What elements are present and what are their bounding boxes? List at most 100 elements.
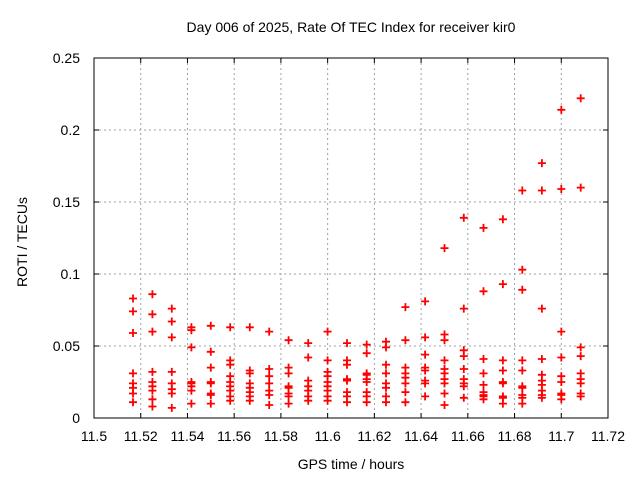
data-point-marker <box>498 280 507 289</box>
data-point-marker <box>265 379 274 388</box>
data-point-marker <box>576 183 585 192</box>
data-point-marker <box>498 366 507 375</box>
data-point-marker <box>362 378 371 386</box>
data-point-marker <box>401 303 410 312</box>
data-point-marker <box>245 369 254 378</box>
data-point-marker <box>382 398 390 407</box>
data-point-marker <box>362 340 371 349</box>
data-point-marker <box>518 285 527 294</box>
data-point-marker <box>206 347 215 356</box>
data-point-marker <box>148 395 157 404</box>
y-tick-label: 0.15 <box>53 194 80 210</box>
data-point-marker <box>440 379 449 388</box>
data-point-marker <box>518 186 527 195</box>
data-point-marker <box>265 327 274 336</box>
data-point-marker <box>459 352 468 361</box>
data-point-marker <box>206 321 215 330</box>
data-point-marker <box>226 360 235 369</box>
data-point-marker <box>362 398 371 407</box>
data-point-marker <box>284 369 293 378</box>
data-point-marker <box>304 353 313 362</box>
data-point-marker <box>459 304 468 313</box>
data-point-marker <box>343 398 351 407</box>
data-point-marker <box>401 336 410 345</box>
data-point-marker <box>206 363 215 372</box>
data-point-marker <box>557 395 566 404</box>
data-point-marker <box>148 402 157 411</box>
data-point-marker <box>421 333 430 342</box>
data-point-marker <box>537 393 546 402</box>
data-point-marker <box>440 389 449 398</box>
data-point-marker <box>187 399 196 408</box>
data-point-marker <box>343 339 351 348</box>
data-point-marker <box>284 392 293 401</box>
data-point-marker <box>557 105 566 114</box>
data-point-marker <box>245 396 254 405</box>
x-tick-label: 11.56 <box>217 428 251 444</box>
data-point-marker <box>382 343 390 352</box>
data-point-marker <box>518 383 527 392</box>
x-tick-label: 11.72 <box>591 428 625 444</box>
data-point-marker <box>187 326 196 335</box>
data-point-marker <box>401 398 410 407</box>
data-point-marker <box>479 369 488 378</box>
data-point-marker <box>148 367 157 376</box>
data-point-marker <box>167 304 176 313</box>
data-point-marker <box>148 310 157 319</box>
data-point-marker <box>129 307 137 316</box>
data-point-marker <box>479 395 488 404</box>
y-tick-label: 0.1 <box>61 266 81 282</box>
data-point-marker <box>576 343 585 352</box>
data-point-marker <box>167 367 176 376</box>
data-point-marker <box>265 372 274 381</box>
data-point-marker <box>167 389 176 398</box>
data-point-marker <box>518 399 527 408</box>
data-point-marker <box>401 379 410 388</box>
data-point-marker <box>518 356 527 365</box>
data-point-marker <box>498 215 507 224</box>
data-point-marker <box>421 392 430 401</box>
data-point-marker <box>576 392 585 401</box>
data-point-marker <box>323 396 332 405</box>
data-point-marker <box>265 391 274 399</box>
data-point-marker <box>498 399 507 408</box>
data-point-marker <box>440 336 449 345</box>
y-tick-label: 0 <box>72 410 80 426</box>
data-point-marker <box>284 399 293 408</box>
data-point-marker <box>498 356 507 365</box>
data-point-marker <box>421 350 430 359</box>
data-point-marker <box>323 327 332 336</box>
plot-border <box>93 57 609 419</box>
data-point-marker <box>401 388 410 397</box>
x-tick-label: 11.62 <box>357 428 391 444</box>
data-point-marker <box>382 360 390 369</box>
data-point-marker <box>148 327 157 336</box>
data-point-marker <box>382 369 390 378</box>
data-point-marker <box>167 317 176 326</box>
data-point-marker <box>576 352 585 361</box>
data-point-marker <box>576 94 585 103</box>
data-point-marker <box>498 379 507 388</box>
x-tick-label: 11.54 <box>170 428 204 444</box>
data-point-marker <box>537 355 546 363</box>
data-point-marker <box>421 297 430 306</box>
data-point-marker <box>576 379 585 388</box>
data-point-marker <box>440 356 449 365</box>
data-point-marker <box>148 290 157 299</box>
data-point-marker <box>167 403 176 412</box>
data-point-marker <box>518 366 527 375</box>
data-point-marker <box>440 401 449 409</box>
y-tick-label: 0.25 <box>53 50 80 66</box>
data-point-marker <box>382 383 390 392</box>
data-point-marker <box>206 391 215 399</box>
data-point-marker <box>226 396 235 405</box>
data-point-marker <box>265 401 274 409</box>
data-point-marker <box>557 378 566 386</box>
chart-title: Day 006 of 2025, Rate Of TEC Index for r… <box>186 19 516 35</box>
data-point-marker <box>479 223 488 232</box>
data-point-marker <box>421 379 430 388</box>
data-point-marker <box>557 185 566 193</box>
y-tick-label: 0.2 <box>61 122 81 138</box>
